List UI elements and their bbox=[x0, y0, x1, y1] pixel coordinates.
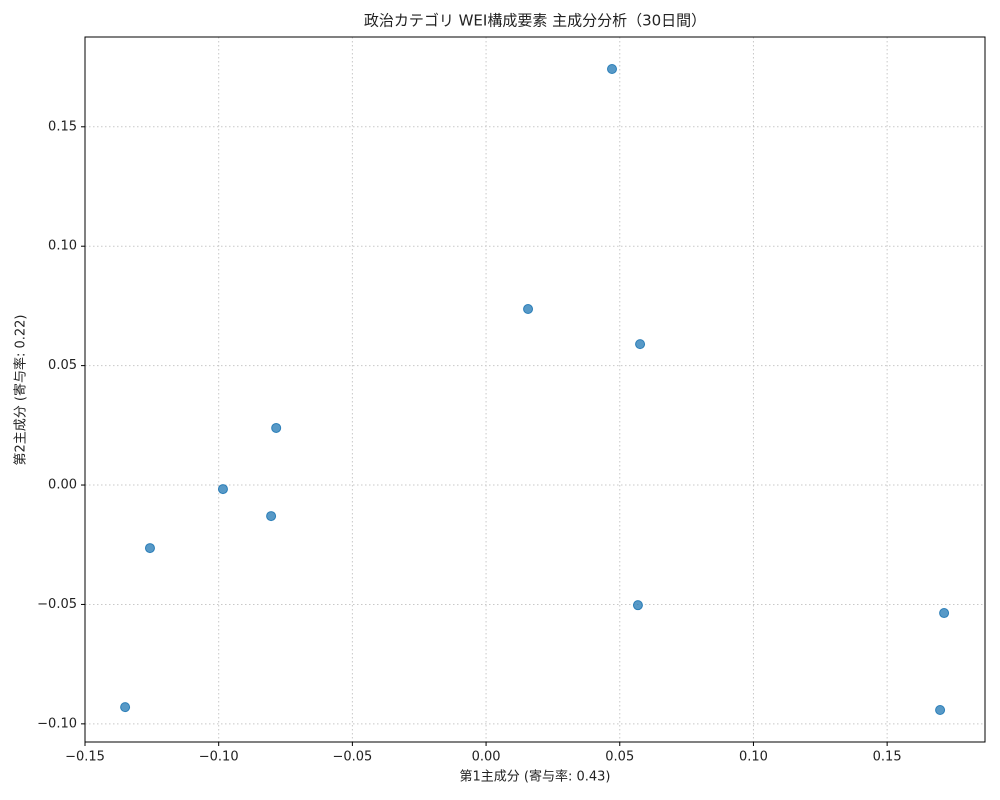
point bbox=[607, 64, 618, 75]
y-tick-label: 0.10 bbox=[48, 239, 77, 254]
point bbox=[217, 484, 228, 495]
point bbox=[632, 600, 643, 611]
point bbox=[266, 511, 277, 522]
x-axis-label: 第1主成分 (寄与率: 0.43) bbox=[459, 769, 610, 785]
x-tick-label: −0.05 bbox=[332, 750, 372, 765]
point bbox=[144, 543, 155, 554]
y-tick-label: −0.10 bbox=[37, 716, 77, 731]
x-tick-label: 0.05 bbox=[605, 750, 634, 765]
x-tick-label: 0.15 bbox=[873, 750, 902, 765]
y-tick-label: 0.15 bbox=[48, 119, 77, 134]
point bbox=[271, 422, 282, 433]
y-tick-label: −0.05 bbox=[37, 597, 77, 612]
x-tick-label: 0.10 bbox=[739, 750, 768, 765]
x-tick-label: 0.00 bbox=[472, 750, 501, 765]
x-tick-label: −0.15 bbox=[65, 750, 105, 765]
chart-title: 政治カテゴリ WEI構成要素 主成分分析（30日間） bbox=[364, 12, 706, 30]
y-tick-label: 0.00 bbox=[48, 478, 77, 493]
y-tick-label: 0.05 bbox=[48, 358, 77, 373]
point bbox=[939, 608, 950, 619]
point bbox=[635, 339, 646, 350]
point bbox=[523, 304, 534, 315]
point bbox=[120, 702, 131, 713]
point bbox=[935, 704, 946, 715]
x-tick-label: −0.10 bbox=[199, 750, 239, 765]
y-axis-label: 第2主成分 (寄与率: 0.22) bbox=[13, 314, 29, 465]
plot-frame bbox=[84, 36, 986, 743]
